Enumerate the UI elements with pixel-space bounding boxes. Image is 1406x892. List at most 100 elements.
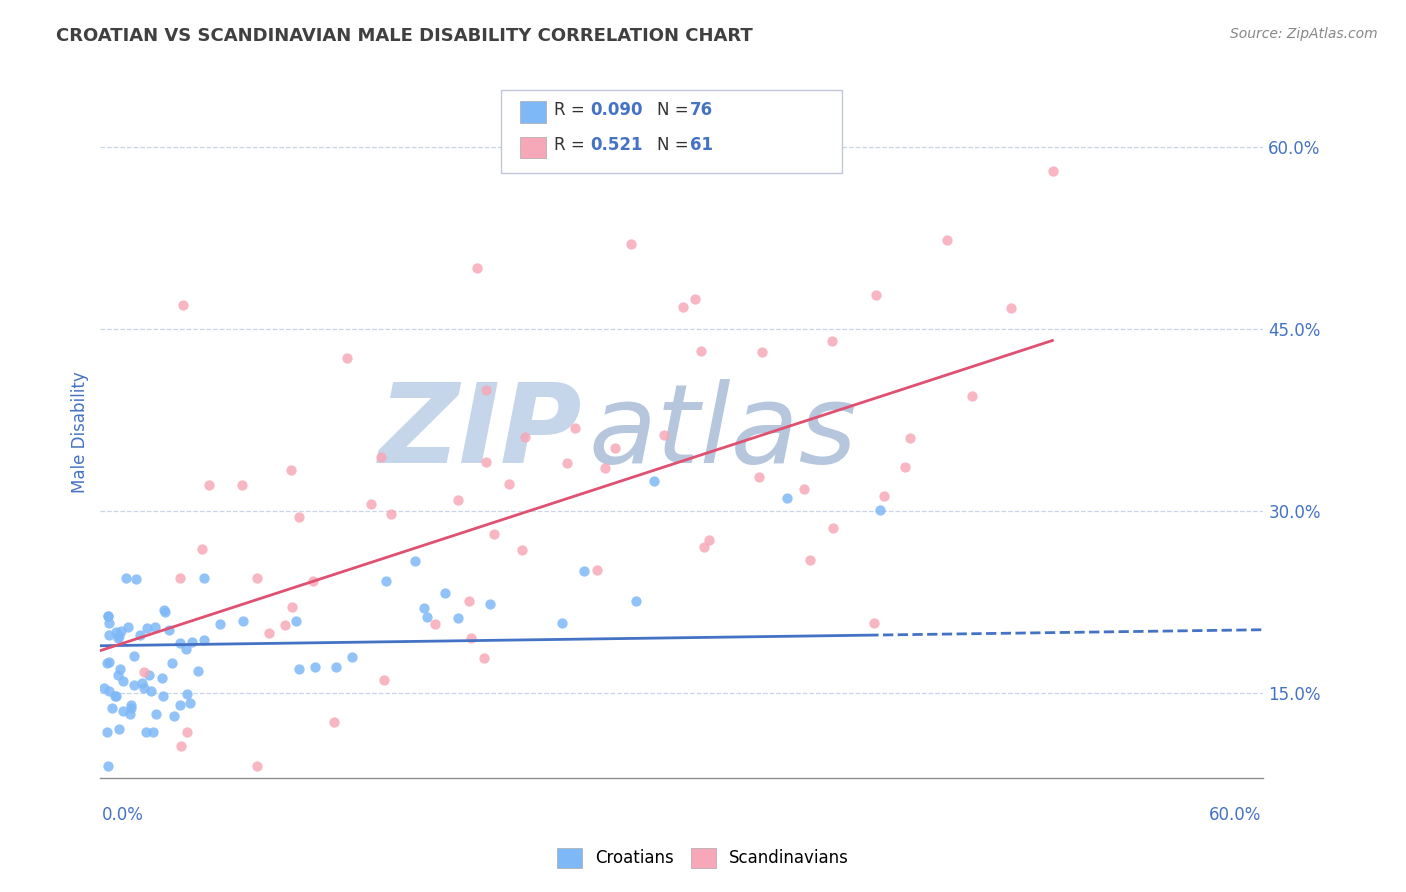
Text: 0.521: 0.521 [591, 136, 643, 154]
Point [169, 698, 191, 712]
Text: 76: 76 [690, 101, 713, 119]
Point [179, 696, 201, 710]
Point [823, 520, 845, 534]
Point [690, 343, 713, 358]
Point [447, 610, 470, 624]
Point [135, 725, 157, 739]
Point [101, 701, 124, 715]
Point [697, 533, 720, 547]
Point [595, 461, 617, 475]
Point [284, 615, 307, 629]
Point [821, 334, 844, 348]
Point [434, 586, 457, 600]
Point [120, 700, 142, 714]
Point [122, 648, 145, 663]
Point [118, 707, 141, 722]
Point [478, 597, 501, 611]
Point [124, 572, 146, 586]
Point [792, 482, 814, 496]
Point [198, 478, 221, 492]
Point [112, 704, 135, 718]
Point [172, 298, 194, 312]
Point [643, 474, 665, 488]
Point [748, 470, 770, 484]
Text: R =: R = [554, 101, 591, 119]
Point [574, 564, 596, 578]
Text: CROATIAN VS SCANDINAVIAN MALE DISABILITY CORRELATION CHART: CROATIAN VS SCANDINAVIAN MALE DISABILITY… [56, 27, 754, 45]
Point [304, 660, 326, 674]
Point [138, 668, 160, 682]
Point [96, 656, 118, 670]
Point [142, 725, 165, 739]
Point [257, 626, 280, 640]
Point [105, 624, 128, 639]
Point [585, 563, 607, 577]
Point [370, 450, 392, 465]
Y-axis label: Male Disability: Male Disability [72, 371, 89, 493]
Text: R =: R = [554, 136, 591, 154]
Text: atlas: atlas [589, 379, 858, 485]
Point [169, 635, 191, 649]
Point [475, 383, 498, 397]
Text: N =: N = [657, 136, 693, 154]
Point [447, 492, 470, 507]
Point [98, 656, 121, 670]
Point [97, 627, 120, 641]
Point [336, 351, 359, 365]
Point [274, 617, 297, 632]
Point [280, 463, 302, 477]
Point [107, 722, 129, 736]
Point [152, 603, 174, 617]
Point [134, 681, 156, 695]
Point [246, 759, 269, 773]
Point [231, 477, 253, 491]
Point [110, 624, 132, 639]
Point [416, 610, 439, 624]
Point [374, 574, 396, 588]
Point [155, 605, 177, 619]
Point [475, 455, 498, 469]
Point [865, 288, 887, 302]
Point [693, 540, 716, 554]
Point [482, 527, 505, 541]
Point [685, 292, 707, 306]
Point [174, 642, 197, 657]
Point [603, 441, 626, 455]
Point [97, 609, 120, 624]
Point [510, 542, 533, 557]
Point [325, 659, 347, 673]
Point [145, 706, 167, 721]
Point [513, 430, 536, 444]
Point [799, 553, 821, 567]
Point [323, 714, 346, 729]
Point [152, 690, 174, 704]
Point [107, 629, 129, 643]
Point [176, 687, 198, 701]
Point [169, 571, 191, 585]
Point [122, 678, 145, 692]
Point [115, 571, 138, 585]
Point [157, 624, 180, 638]
Point [404, 554, 426, 568]
Point [120, 698, 142, 712]
Point [1042, 164, 1064, 178]
Point [97, 759, 120, 773]
Point [935, 233, 957, 247]
Point [460, 632, 482, 646]
Point [180, 634, 202, 648]
Point [232, 614, 254, 628]
Point [465, 261, 488, 276]
Point [143, 620, 166, 634]
Point [425, 617, 447, 632]
Point [141, 684, 163, 698]
Point [498, 477, 520, 491]
Point [208, 617, 231, 632]
Point [869, 502, 891, 516]
Point [150, 671, 173, 685]
Point [136, 621, 159, 635]
Point [458, 594, 481, 608]
Point [620, 237, 643, 252]
Text: 60.0%: 60.0% [1209, 805, 1261, 823]
Point [107, 668, 129, 682]
Point [104, 690, 127, 704]
